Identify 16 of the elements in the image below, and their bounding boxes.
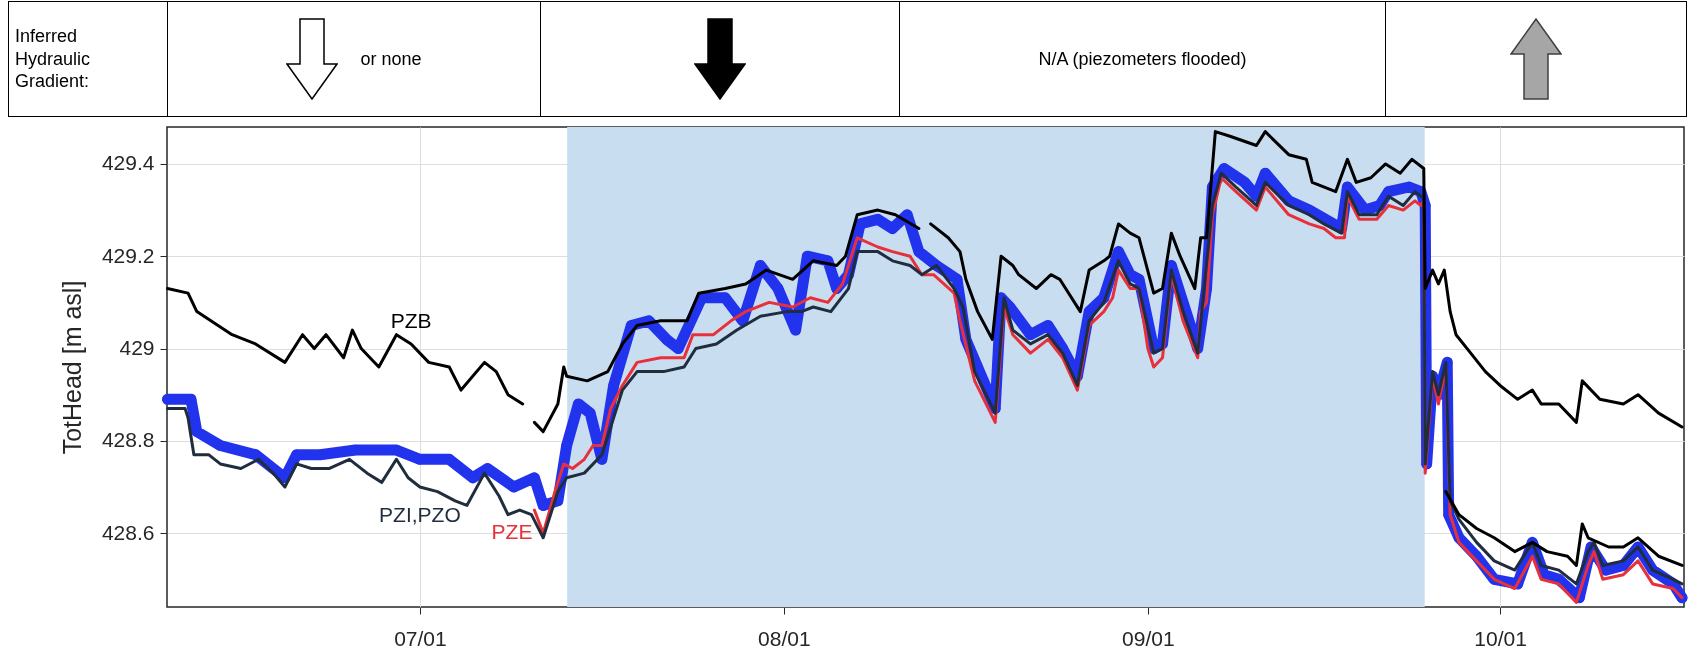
- y-tick-label: 428.6: [101, 520, 155, 544]
- x-tick-label: 09/01: [1122, 626, 1175, 650]
- y-tick-label: 429.2: [101, 243, 155, 267]
- x-tick-label: 10/01: [1474, 626, 1527, 650]
- y-tick-label: 428.8: [101, 428, 155, 452]
- series-label: PZB: [390, 308, 432, 332]
- y-tick-label: 429.4: [101, 151, 155, 175]
- text: or none: [360, 48, 422, 70]
- x-tick-label: 08/01: [758, 626, 811, 650]
- x-tick-label: 07/01: [394, 626, 447, 650]
- text: N/A (piezometers flooded): [1038, 48, 1247, 70]
- text: Inferred Hydraulic Gradient:: [14, 25, 92, 93]
- series-label: PZI,PZO: [379, 503, 461, 526]
- y-tick-label: 429: [119, 336, 155, 360]
- y-axis-title: TotHead [m asl]: [57, 280, 86, 455]
- series-label: PZE: [491, 520, 533, 544]
